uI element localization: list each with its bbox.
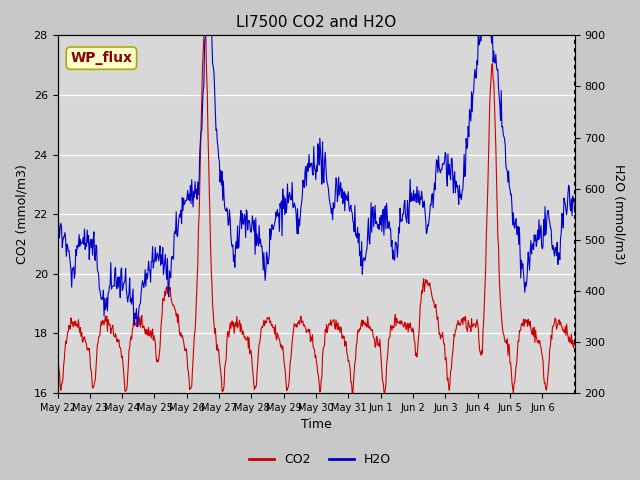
- Legend: CO2, H2O: CO2, H2O: [244, 448, 396, 471]
- Text: WP_flux: WP_flux: [70, 51, 132, 65]
- Y-axis label: H2O (mmol/m3): H2O (mmol/m3): [612, 164, 625, 264]
- X-axis label: Time: Time: [301, 419, 332, 432]
- Y-axis label: CO2 (mmol/m3): CO2 (mmol/m3): [15, 164, 28, 264]
- Title: LI7500 CO2 and H2O: LI7500 CO2 and H2O: [236, 15, 396, 30]
